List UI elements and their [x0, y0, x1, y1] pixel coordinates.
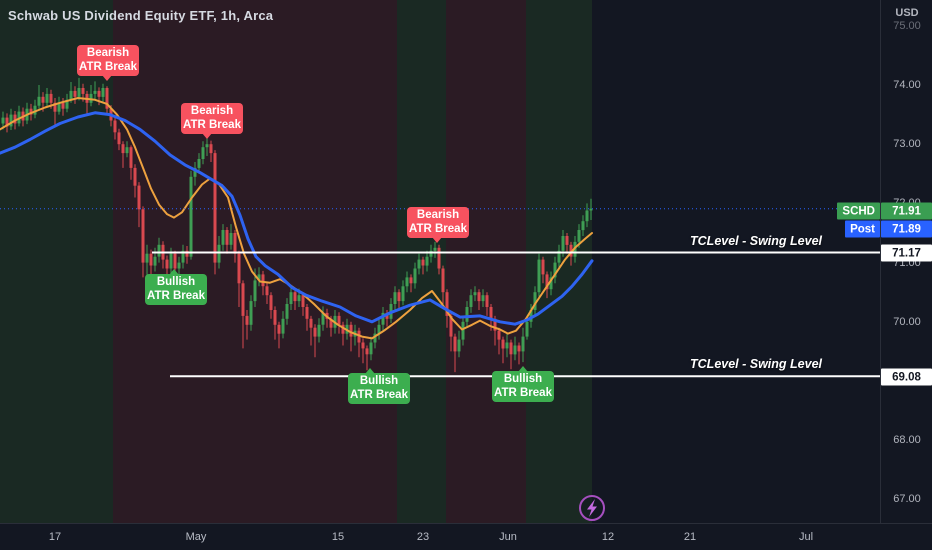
label-tail-pointer: [518, 366, 528, 372]
price-tag-swing-level-1: 71.17: [881, 244, 932, 262]
label-tail-pointer: [365, 368, 375, 374]
label-tail-pointer: [432, 237, 442, 243]
time-axis[interactable]: 17 May 15 23 Jun 12 21 Jul: [0, 523, 932, 550]
currency-label: USD: [895, 7, 919, 19]
atr-label-line1: Bearish: [416, 209, 460, 221]
atr-label-line2: ATR Break: [183, 118, 241, 131]
price-tag-symbol-last: SCHD 71.91: [837, 202, 932, 220]
price-tick-67.00: 67.00: [893, 493, 921, 505]
price-tag-value: 71.17: [881, 244, 932, 262]
label-tail-pointer: [202, 133, 212, 139]
atr-label-line1: Bearish: [190, 105, 234, 117]
lightning-marker-icon[interactable]: [579, 495, 605, 521]
price-axis[interactable]: USD 75.0074.0073.0072.0071.0070.0069.006…: [880, 0, 932, 523]
price-tag-value: 71.91: [881, 202, 932, 220]
label-tail-pointer: [169, 269, 179, 275]
bullish-atr-break-label: Bullish ATR Break: [348, 368, 410, 404]
atr-label-line2: ATR Break: [79, 60, 137, 73]
atr-label-line1: Bullish: [156, 276, 196, 288]
ma-slow-line: [0, 111, 594, 326]
swing-level-text-1[interactable]: TCLevel - Swing Level: [690, 234, 822, 248]
atr-label-line2: ATR Break: [494, 386, 552, 399]
bearish-atr-break-label: Bearish ATR Break: [77, 45, 139, 81]
price-tag-post-market: Post 71.89: [845, 220, 932, 238]
price-tag-value: 69.08: [881, 368, 932, 386]
atr-label-line2: ATR Break: [147, 289, 205, 302]
price-tag-name: Post: [845, 220, 880, 238]
label-tail-pointer: [102, 75, 112, 81]
price-tick-75.00: 75.00: [893, 20, 921, 32]
time-tick-12: 12: [601, 531, 615, 543]
atr-label-line1: Bearish: [86, 47, 130, 59]
atr-label-line1: Bullish: [503, 373, 543, 385]
time-tick-Jun: Jun: [499, 531, 517, 543]
bearish-atr-break-label: Bearish ATR Break: [181, 103, 243, 139]
time-tick-17: 17: [48, 531, 62, 543]
time-tick-May: May: [185, 531, 207, 543]
time-tick-23: 23: [416, 531, 430, 543]
candlestick-chart[interactable]: [0, 0, 880, 523]
bullish-atr-break-label: Bullish ATR Break: [492, 366, 554, 402]
price-tick-74.00: 74.00: [893, 79, 921, 91]
session-band-maroon: [446, 0, 526, 523]
symbol-title[interactable]: Schwab US Dividend Equity ETF, 1h, Arca: [8, 8, 274, 23]
atr-label-line2: ATR Break: [350, 388, 408, 401]
chart-pane[interactable]: Schwab US Dividend Equity ETF, 1h, Arca …: [0, 0, 880, 523]
bearish-atr-break-label: Bearish ATR Break: [407, 207, 469, 243]
swing-level-text-2[interactable]: TCLevel - Swing Level: [690, 357, 822, 371]
price-tick-68.00: 68.00: [893, 434, 921, 446]
time-tick-15: 15: [331, 531, 345, 543]
price-tag-swing-level-2: 69.08: [881, 368, 932, 386]
atr-label-line2: ATR Break: [409, 222, 467, 235]
price-tag-value: 71.89: [881, 220, 932, 238]
atr-label-line1: Bullish: [359, 375, 399, 387]
price-tag-name: SCHD: [837, 202, 880, 220]
price-tick-70.00: 70.00: [893, 316, 921, 328]
time-tick-Jul: Jul: [798, 531, 814, 543]
price-tick-73.00: 73.00: [893, 138, 921, 150]
time-tick-21: 21: [683, 531, 697, 543]
bullish-atr-break-label: Bullish ATR Break: [145, 269, 207, 305]
session-band-green: [0, 0, 113, 523]
session-band-maroon: [113, 0, 397, 523]
